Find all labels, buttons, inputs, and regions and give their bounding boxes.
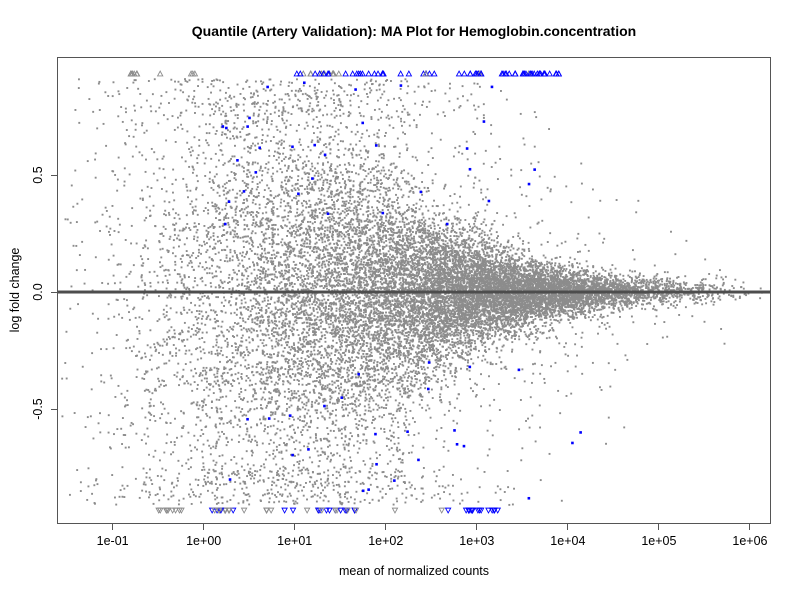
x-tick-label: 1e+00 — [186, 534, 222, 548]
x-tick-mark — [294, 524, 296, 530]
x-tick-mark — [476, 524, 478, 530]
scatter-canvas — [58, 58, 770, 523]
chart-title: Quantile (Artery Validation): MA Plot fo… — [191, 23, 637, 39]
x-tick-mark — [658, 524, 660, 530]
x-axis-label: mean of normalized counts — [338, 564, 490, 578]
y-tick-label: 0.0 — [31, 283, 45, 301]
y-tick-mark — [51, 291, 57, 293]
x-tick-mark — [112, 524, 114, 530]
x-tick-mark — [567, 524, 569, 530]
x-tick-label: 1e+06 — [732, 534, 768, 548]
y-tick-label: 0.5 — [31, 166, 45, 184]
x-tick-label: 1e-01 — [96, 534, 129, 548]
x-tick-label: 1e+01 — [277, 534, 313, 548]
x-tick-label: 1e+02 — [368, 534, 404, 548]
x-tick-mark — [203, 524, 205, 530]
x-tick-mark — [385, 524, 387, 530]
y-tick-mark — [51, 174, 57, 176]
x-tick-label: 1e+04 — [550, 534, 586, 548]
x-tick-label: 1e+05 — [641, 534, 677, 548]
plot-area — [57, 57, 771, 524]
y-axis-label: log fold change — [8, 247, 22, 333]
y-tick-label: -0.5 — [31, 398, 45, 420]
x-tick-label: 1e+03 — [459, 534, 495, 548]
y-tick-mark — [51, 408, 57, 410]
x-tick-mark — [749, 524, 751, 530]
